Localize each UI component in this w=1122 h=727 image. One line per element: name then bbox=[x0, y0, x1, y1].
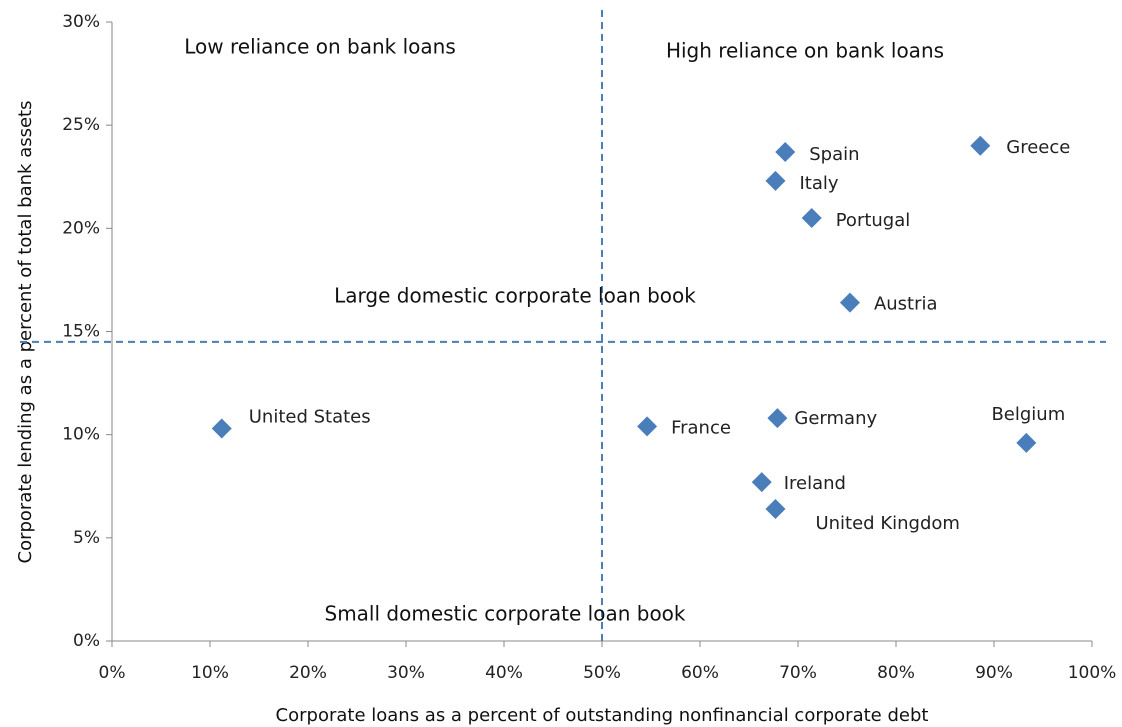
quadrant-label: Small domestic corporate loan book bbox=[325, 602, 686, 626]
point bbox=[970, 135, 991, 156]
quadrant-label: Low reliance on bank loans bbox=[184, 35, 456, 59]
x-axis-title: Corporate loans as a percent of outstand… bbox=[276, 705, 929, 726]
point-label: Austria bbox=[874, 294, 938, 315]
x-tick-label: 30% bbox=[387, 663, 425, 683]
point-label: United Kingdom bbox=[815, 513, 959, 534]
x-tick-label: 60% bbox=[681, 663, 719, 683]
point bbox=[1016, 432, 1037, 453]
point bbox=[751, 472, 772, 493]
quadrant-label: Large domestic corporate loan book bbox=[334, 284, 696, 308]
point-label: Germany bbox=[794, 408, 877, 429]
point bbox=[765, 498, 786, 519]
point-label: Italy bbox=[799, 173, 838, 194]
y-tick-label: 0% bbox=[73, 631, 100, 651]
x-tick-label: 80% bbox=[877, 663, 915, 683]
y-tick-label: 25% bbox=[62, 115, 100, 135]
point-label: France bbox=[671, 417, 731, 438]
point bbox=[211, 418, 232, 439]
point bbox=[775, 141, 796, 162]
y-tick-label: 5% bbox=[73, 528, 100, 548]
point-label: United States bbox=[249, 406, 371, 427]
point bbox=[765, 170, 786, 191]
quadrant-label: High reliance on bank loans bbox=[666, 39, 944, 63]
y-tick-label: 30% bbox=[62, 12, 100, 32]
point-label: Belgium bbox=[991, 404, 1065, 425]
x-tick-label: 100% bbox=[1068, 663, 1117, 683]
x-tick-label: 20% bbox=[289, 663, 327, 683]
x-tick-label: 40% bbox=[485, 663, 523, 683]
point-label: Greece bbox=[1006, 137, 1070, 158]
point bbox=[637, 416, 658, 437]
x-tick-label: 50% bbox=[583, 663, 621, 683]
point-label: Portugal bbox=[836, 210, 911, 231]
point-label: Ireland bbox=[784, 473, 846, 494]
y-tick-label: 15% bbox=[62, 322, 100, 342]
x-tick-label: 0% bbox=[99, 663, 126, 683]
point bbox=[767, 408, 788, 429]
y-tick-label: 10% bbox=[62, 425, 100, 445]
y-axis-title: Corporate lending as a percent of total … bbox=[15, 101, 36, 564]
point bbox=[839, 292, 860, 313]
x-tick-label: 70% bbox=[779, 663, 817, 683]
y-tick-label: 20% bbox=[62, 218, 100, 238]
x-tick-label: 10% bbox=[191, 663, 229, 683]
point-label: Spain bbox=[809, 144, 859, 165]
point bbox=[801, 208, 822, 229]
x-tick-label: 90% bbox=[975, 663, 1013, 683]
